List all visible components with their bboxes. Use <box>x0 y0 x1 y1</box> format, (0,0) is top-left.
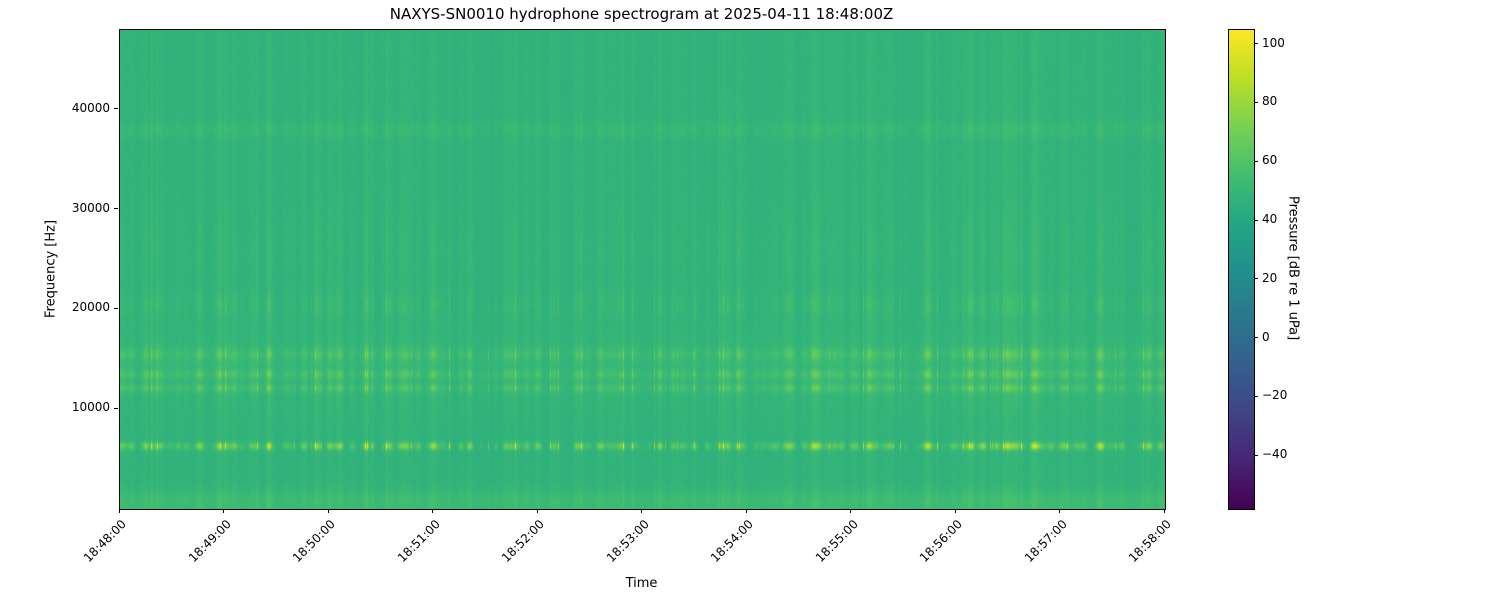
colorbar <box>1228 29 1255 510</box>
x-tick-mark <box>118 509 120 513</box>
x-tick-mark <box>432 509 433 513</box>
y-tick-label: 10000 <box>71 400 110 415</box>
x-tick-mark <box>1059 509 1060 513</box>
x-tick-mark <box>327 509 329 513</box>
colorbar-tick-mark <box>1254 278 1258 280</box>
y-tick-mark <box>114 208 118 210</box>
colorbar-tick-mark <box>1254 219 1258 221</box>
x-tick-label: 18:55:00 <box>812 517 861 566</box>
plot-area <box>119 29 1166 510</box>
colorbar-tick-mark <box>1254 160 1258 162</box>
x-tick-mark <box>223 509 224 513</box>
y-tick-mark <box>114 307 118 309</box>
x-tick-label: 18:53:00 <box>603 517 652 566</box>
x-tick-mark <box>954 509 956 513</box>
colorbar-tick-mark <box>1254 43 1258 45</box>
colorbar-tick-label: 0 <box>1262 329 1270 344</box>
x-tick-label: 18:50:00 <box>289 517 338 566</box>
x-axis-label: Time <box>625 576 658 591</box>
colorbar-tick-mark <box>1254 454 1258 456</box>
spectrogram-heatmap <box>120 30 1165 509</box>
y-tick-label: 20000 <box>71 300 110 315</box>
colorbar-tick-label: 80 <box>1262 94 1278 109</box>
x-tick-label: 18:52:00 <box>498 517 547 566</box>
colorbar-tick-label: 40 <box>1262 212 1278 226</box>
colorbar-label: Pressure [dB re 1 uPa] <box>1285 196 1301 341</box>
x-tick-label: 18:56:00 <box>916 517 965 566</box>
y-tick-label: 30000 <box>71 200 110 215</box>
x-tick-mark <box>1163 509 1165 513</box>
x-tick-label: 18:51:00 <box>394 517 443 566</box>
colorbar-tick-label: −40 <box>1262 447 1288 462</box>
colorbar-tick-label: 100 <box>1262 35 1285 50</box>
colorbar-tick-mark <box>1254 337 1258 339</box>
y-tick-mark <box>114 108 118 110</box>
x-tick-mark <box>536 509 538 513</box>
x-tick-label: 18:54:00 <box>707 517 756 566</box>
x-tick-mark <box>641 509 642 513</box>
x-tick-label: 18:48:00 <box>80 517 129 566</box>
colorbar-tick-label: 60 <box>1262 153 1278 168</box>
chart-title: NAXYS-SN0010 hydrophone spectrogram at 2… <box>389 5 894 23</box>
colorbar-tick-label: 20 <box>1262 270 1278 285</box>
colorbar-gradient <box>1229 30 1254 509</box>
y-tick-label: 40000 <box>71 100 110 115</box>
x-tick-label: 18:57:00 <box>1021 517 1070 566</box>
colorbar-tick-mark <box>1254 102 1258 103</box>
colorbar-tick-label: −20 <box>1262 388 1288 403</box>
x-tick-label: 18:58:00 <box>1125 517 1174 566</box>
x-tick-mark <box>850 509 851 513</box>
x-tick-label: 18:49:00 <box>185 517 234 566</box>
colorbar-tick-mark <box>1254 395 1258 397</box>
x-tick-mark <box>745 509 747 513</box>
y-tick-mark <box>114 407 118 409</box>
